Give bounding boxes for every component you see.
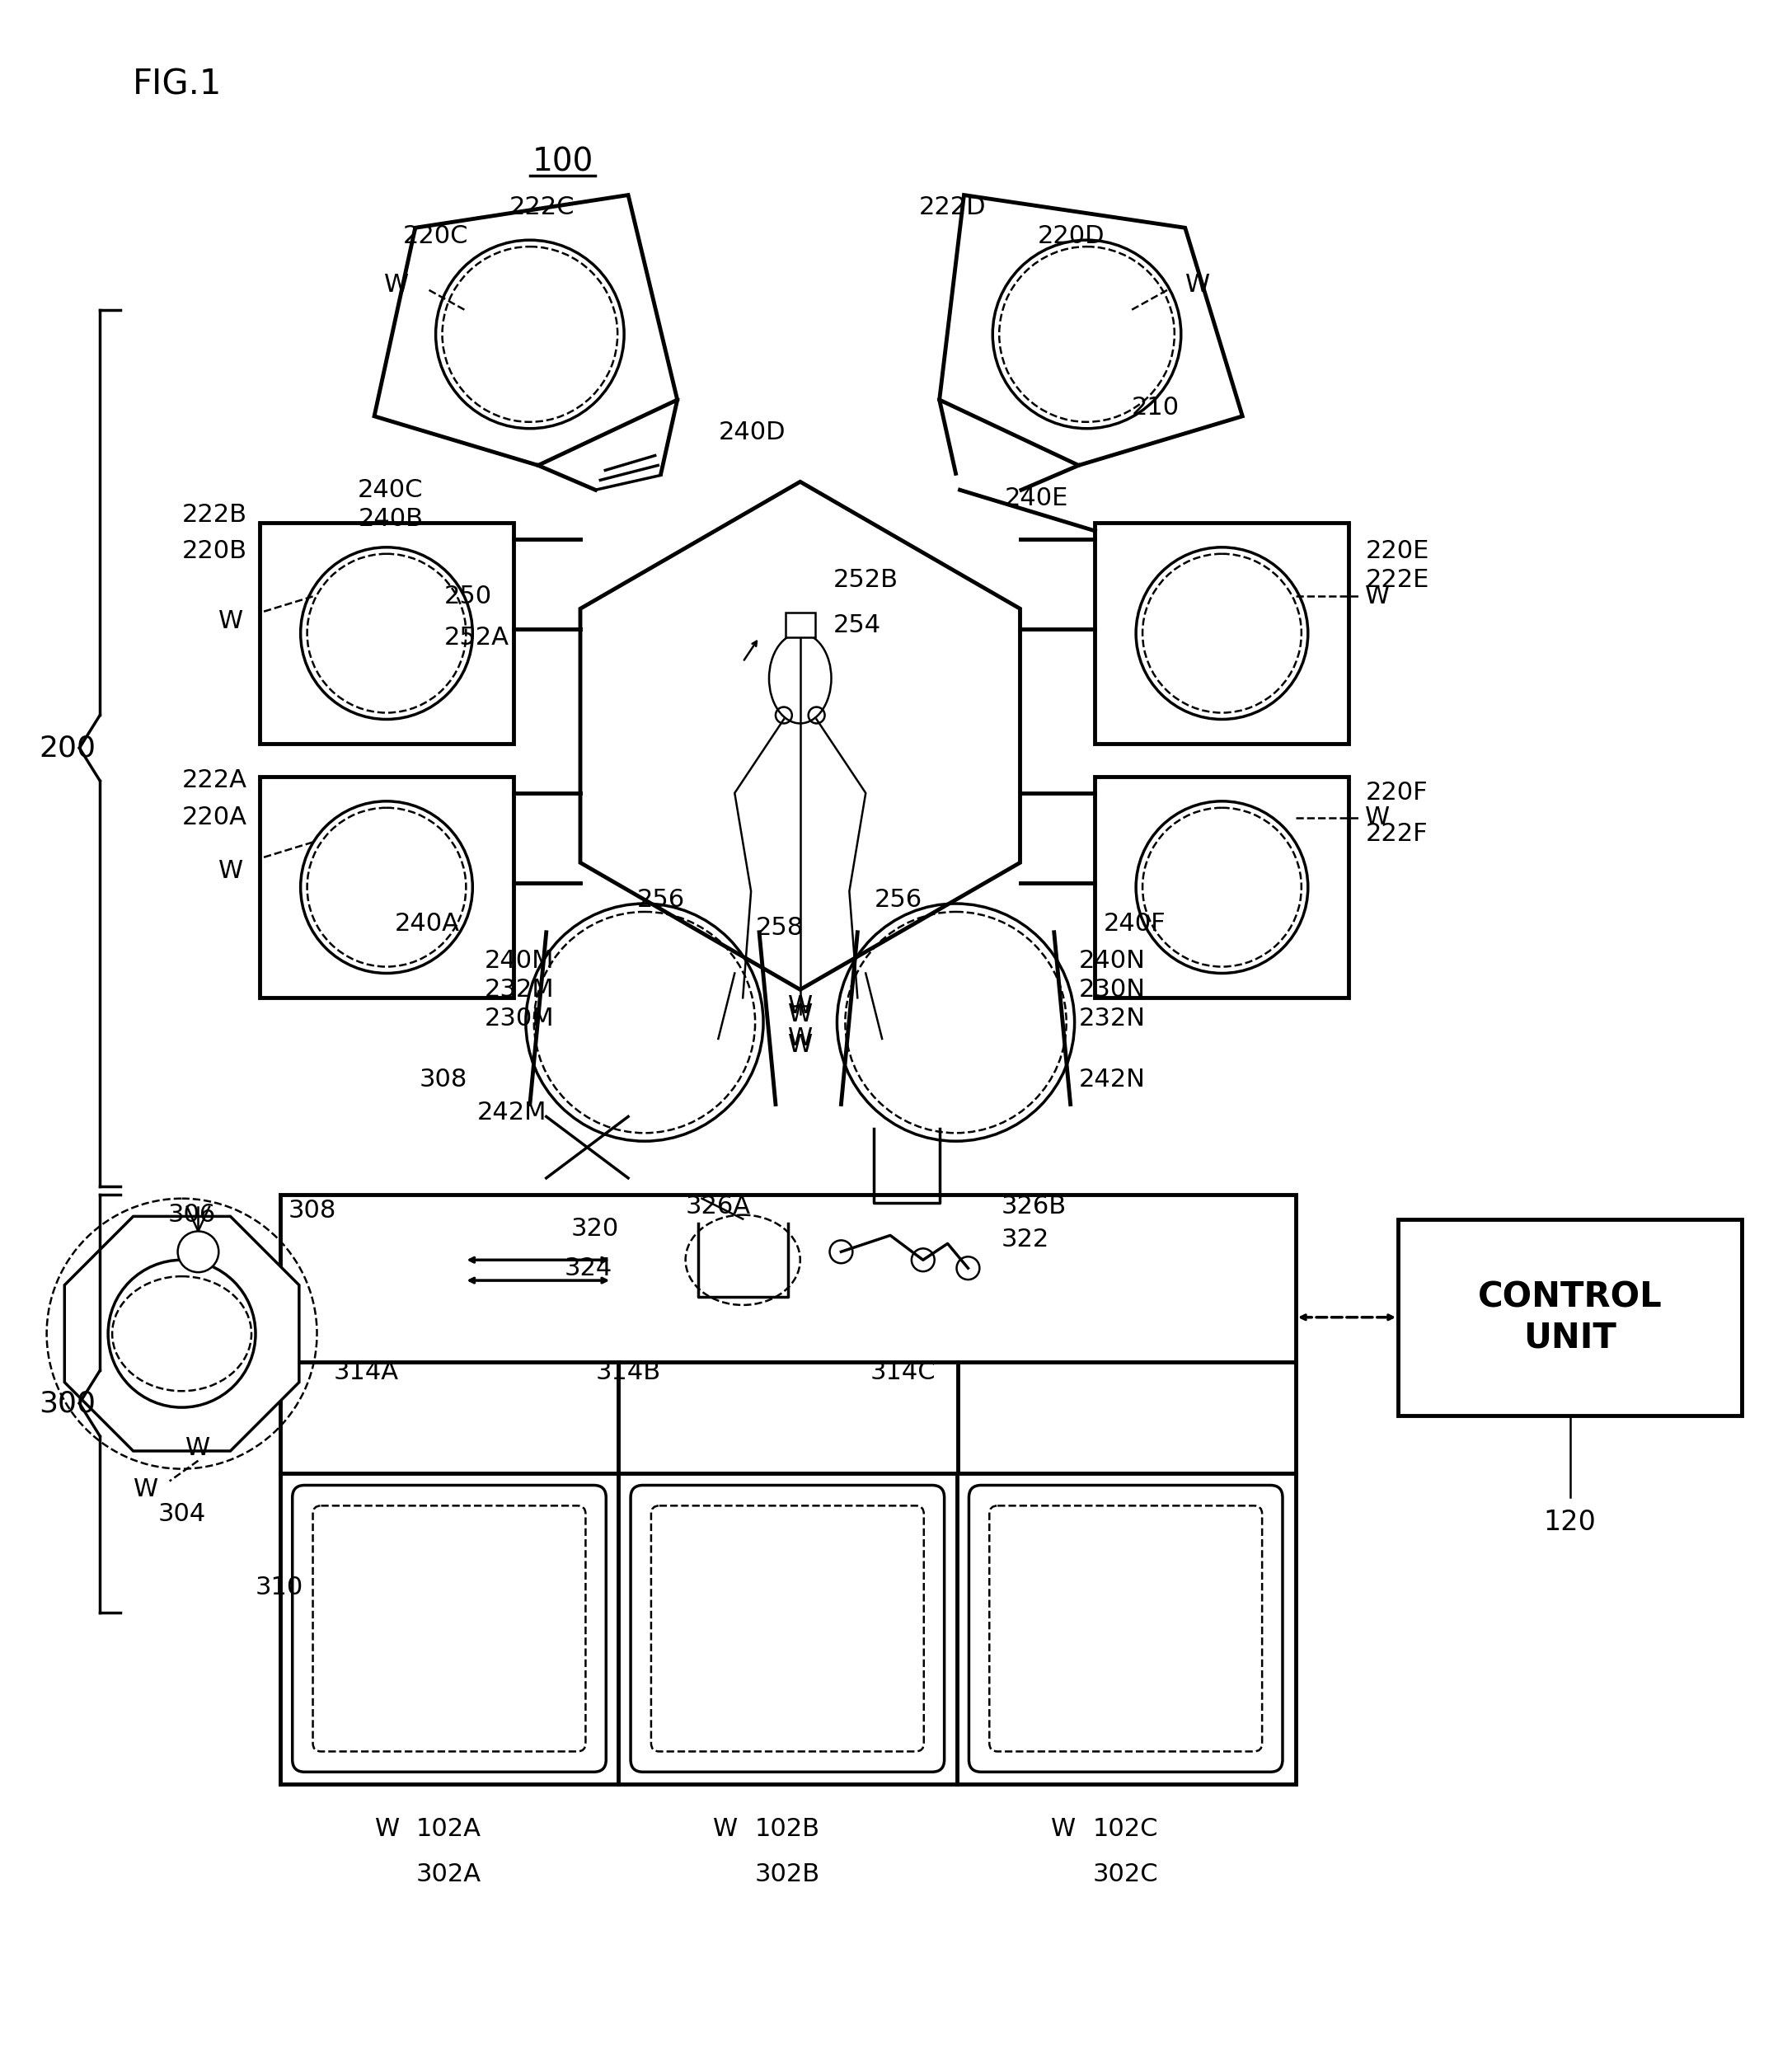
Text: W: W <box>186 1437 211 1460</box>
Text: W: W <box>219 859 244 882</box>
Text: 254: 254 <box>833 613 882 638</box>
FancyBboxPatch shape <box>292 1485 606 1773</box>
Text: W: W <box>788 1002 812 1025</box>
Bar <box>260 777 514 998</box>
Text: 240E: 240E <box>1005 487 1068 509</box>
Polygon shape <box>939 195 1242 466</box>
Text: 220C: 220C <box>403 224 468 249</box>
Text: 220E: 220E <box>1366 538 1428 563</box>
Text: 324: 324 <box>564 1257 613 1280</box>
Text: W: W <box>1052 1818 1077 1841</box>
Ellipse shape <box>769 634 831 723</box>
Text: W: W <box>1366 806 1391 830</box>
Text: 200: 200 <box>39 733 95 762</box>
Text: 240A: 240A <box>394 911 461 936</box>
Text: 242N: 242N <box>1079 1069 1145 1091</box>
Text: 222F: 222F <box>1366 822 1428 845</box>
Text: 222E: 222E <box>1366 567 1428 592</box>
Bar <box>280 1472 1296 1785</box>
Text: 314A: 314A <box>333 1361 398 1383</box>
Text: 210: 210 <box>1133 396 1179 420</box>
Text: 222A: 222A <box>183 768 247 793</box>
Text: 220B: 220B <box>183 538 247 563</box>
Polygon shape <box>375 195 677 466</box>
Text: 302C: 302C <box>1093 1862 1158 1887</box>
Circle shape <box>177 1232 219 1272</box>
Text: 310: 310 <box>256 1576 303 1599</box>
Text: W: W <box>788 1033 812 1058</box>
Text: W: W <box>1185 273 1210 296</box>
Text: W: W <box>375 1818 400 1841</box>
Text: 222D: 222D <box>919 195 986 220</box>
Text: 304: 304 <box>158 1501 206 1526</box>
Text: 314C: 314C <box>869 1361 935 1383</box>
Text: W: W <box>219 609 244 634</box>
Text: 220F: 220F <box>1366 781 1428 806</box>
Text: 250: 250 <box>444 584 491 609</box>
Bar <box>260 522 514 743</box>
Text: 240M: 240M <box>486 949 554 973</box>
Text: 232M: 232M <box>486 978 554 1002</box>
Text: 326B: 326B <box>1002 1195 1066 1218</box>
Text: 230M: 230M <box>486 1007 554 1029</box>
Text: W: W <box>788 1027 812 1050</box>
Text: 320: 320 <box>572 1218 618 1241</box>
Text: 230N: 230N <box>1079 978 1145 1002</box>
Text: 308: 308 <box>289 1199 337 1222</box>
Text: 314B: 314B <box>595 1361 661 1383</box>
Bar <box>1095 522 1349 743</box>
Text: W: W <box>788 994 812 1019</box>
Text: 326A: 326A <box>686 1195 751 1218</box>
Text: 242M: 242M <box>477 1100 547 1125</box>
Text: 302A: 302A <box>416 1862 482 1887</box>
Text: 256: 256 <box>874 888 923 911</box>
Polygon shape <box>581 483 1020 990</box>
Text: 240N: 240N <box>1079 949 1145 973</box>
Bar <box>280 1195 1296 1472</box>
Text: 252B: 252B <box>833 567 898 592</box>
Text: FIG.1: FIG.1 <box>133 66 222 101</box>
Bar <box>1398 1220 1742 1417</box>
Text: 240B: 240B <box>358 507 423 530</box>
Text: 102B: 102B <box>754 1818 819 1841</box>
Text: 308: 308 <box>419 1069 468 1091</box>
FancyBboxPatch shape <box>631 1485 944 1773</box>
Text: 256: 256 <box>636 888 685 911</box>
Text: 258: 258 <box>756 915 803 940</box>
Text: 322: 322 <box>1002 1228 1048 1251</box>
Text: W: W <box>133 1477 158 1501</box>
Text: 100: 100 <box>532 147 593 178</box>
Text: 302B: 302B <box>754 1862 819 1887</box>
Text: 300: 300 <box>39 1390 95 1417</box>
Text: 102C: 102C <box>1093 1818 1158 1841</box>
Text: 120: 120 <box>1543 1508 1597 1537</box>
Text: 222C: 222C <box>509 195 575 220</box>
Text: 102A: 102A <box>416 1818 482 1841</box>
Text: W: W <box>383 273 409 296</box>
Text: 240C: 240C <box>358 478 423 501</box>
Text: W: W <box>1366 584 1391 609</box>
Text: 252A: 252A <box>444 625 509 650</box>
Bar <box>1095 777 1349 998</box>
Text: 220A: 220A <box>183 806 247 830</box>
FancyBboxPatch shape <box>969 1485 1283 1773</box>
Text: 240F: 240F <box>1104 911 1165 936</box>
Bar <box>785 613 815 638</box>
Text: 222B: 222B <box>183 503 247 526</box>
Text: 306: 306 <box>168 1203 215 1226</box>
Text: 240D: 240D <box>719 420 785 445</box>
Text: W: W <box>713 1818 738 1841</box>
Text: CONTROL
UNIT: CONTROL UNIT <box>1478 1280 1663 1354</box>
Text: 232N: 232N <box>1079 1007 1145 1029</box>
Text: 220D: 220D <box>1038 224 1106 249</box>
Polygon shape <box>65 1216 299 1452</box>
